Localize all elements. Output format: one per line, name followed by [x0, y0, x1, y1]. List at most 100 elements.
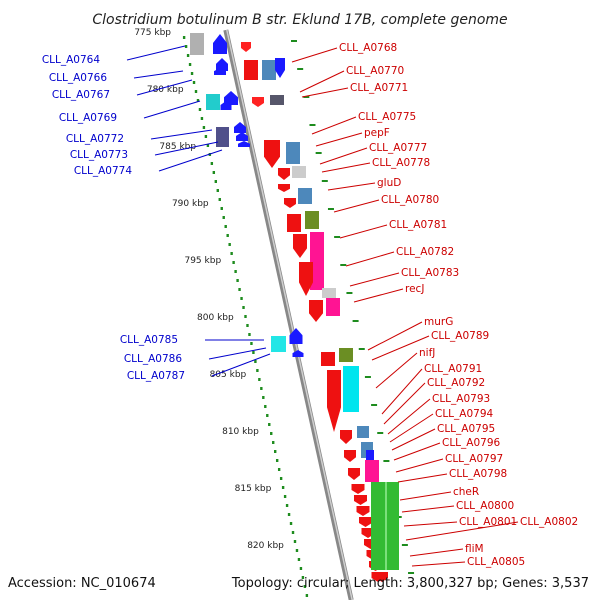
label-leader-line [311, 116, 357, 135]
label-leader-line [291, 47, 338, 63]
gene-label[interactable]: CLL_A0764 [42, 54, 101, 66]
label-leader-line [399, 491, 452, 501]
gene-label[interactable]: murG [424, 316, 453, 328]
scale-dot [190, 72, 194, 75]
scale-dot [196, 99, 200, 102]
scale-dot [242, 306, 245, 309]
gene-label[interactable]: CLL_A0777 [369, 142, 427, 154]
scale-dot [266, 414, 269, 417]
scale-dot [305, 594, 309, 597]
label-leader-line [397, 473, 448, 483]
gene-label[interactable]: CLL_A0766 [49, 72, 108, 84]
gene-arrow [344, 450, 356, 462]
gene-label[interactable]: CLL_A0775 [358, 111, 416, 123]
gene-label[interactable]: CLL_A0782 [396, 246, 454, 258]
gene-label[interactable]: CLL_A0785 [120, 334, 178, 346]
gene-label[interactable]: CLL_A0792 [427, 377, 485, 389]
scale-dot [303, 585, 307, 588]
gene-label[interactable]: CLL_A0774 [74, 165, 133, 177]
scale-dot [186, 54, 190, 57]
gene-label[interactable]: pepF [364, 127, 390, 139]
label-leader-line [327, 182, 376, 191]
forward-strand-features [241, 42, 399, 582]
gene-label[interactable]: CLL_A0802 [520, 516, 578, 528]
label-leader-line [143, 100, 201, 119]
scale-dot [254, 360, 257, 363]
gene-label[interactable]: CLL_A0768 [339, 42, 397, 54]
gene-label[interactable]: CLL_A0797 [445, 453, 503, 465]
gene-label[interactable]: CLL_A0769 [59, 112, 117, 124]
cog-box [322, 288, 336, 298]
gene-label[interactable]: CLL_A0796 [442, 437, 501, 449]
cog-box [310, 232, 324, 290]
scale-dot [238, 288, 241, 291]
gene-label[interactable]: fliM [465, 543, 484, 555]
gene-label[interactable]: CLL_A0780 [381, 194, 439, 206]
guide-dash [291, 40, 297, 42]
scale-dot [258, 378, 261, 381]
scale-tick-label: 810 kbp [222, 427, 259, 437]
cog-box [298, 188, 312, 204]
scale-track: 775 kbp 780 kbp 785 kbp 790 kbp 795 kbp 800 k… [134, 28, 415, 597]
cog-box [271, 336, 286, 352]
guide-dash [309, 124, 316, 126]
gene-label[interactable]: CLL_A0778 [372, 157, 430, 169]
gene-label[interactable]: CLL_A0770 [346, 65, 404, 77]
gene-label[interactable]: CLL_A0781 [389, 219, 447, 231]
gene-label[interactable]: CLL_A0773 [70, 149, 128, 161]
gene-label[interactable]: CLL_A0772 [66, 133, 124, 145]
backbone-track [223, 29, 354, 600]
guide-dash [371, 404, 378, 406]
gene-label[interactable]: CLL_A0771 [350, 82, 408, 94]
cog-box [270, 95, 284, 105]
gene-arrow [213, 34, 227, 54]
guide-dash [340, 264, 347, 266]
gene-label[interactable]: CLL_A0794 [435, 408, 494, 420]
scale-dot [291, 531, 295, 534]
gene-arrow [284, 198, 296, 208]
gene-label[interactable]: CLL_A0767 [52, 89, 110, 101]
gene-arrow [236, 132, 248, 141]
label-leader-line [405, 521, 519, 541]
scale-dot [226, 234, 229, 237]
gene-arrow [340, 430, 352, 444]
cog-box [292, 166, 306, 178]
gene-label[interactable]: CLL_A0786 [124, 353, 183, 365]
scale-dot [194, 90, 198, 93]
gene-label[interactable]: CLL_A0795 [437, 423, 495, 435]
cog-box [216, 127, 229, 147]
gene-label[interactable]: CLL_A0800 [456, 500, 514, 512]
gene-label[interactable]: CLL_A0783 [401, 267, 459, 279]
gene-label[interactable]: CLL_A0798 [449, 468, 507, 480]
scale-dot [244, 315, 247, 318]
label-leader-line [136, 79, 193, 96]
scale-dot [204, 135, 208, 138]
gene-label[interactable]: CLL_A0801 [459, 516, 517, 528]
gene-label[interactable]: cheR [453, 486, 479, 498]
scale-dot [240, 297, 243, 300]
gene-label[interactable]: CLL_A0805 [467, 556, 525, 568]
cog-box [287, 214, 301, 232]
gene-label[interactable]: CLL_A0787 [127, 370, 185, 382]
cog-box [262, 60, 276, 80]
scale-dot [216, 189, 219, 192]
gene-arrow [348, 468, 360, 480]
gene-label[interactable]: recJ [405, 283, 424, 295]
scale-dot [210, 162, 214, 165]
gene-arrow [234, 122, 246, 133]
gene-label[interactable]: CLL_A0791 [424, 363, 482, 375]
gene-label[interactable]: CLL_A0793 [432, 393, 490, 405]
label-leader-line [299, 70, 345, 93]
scale-dot [277, 468, 281, 471]
gene-label[interactable]: nifJ [419, 347, 435, 359]
label-leader-line [391, 428, 436, 451]
scale-tick-label: 775 kbp [134, 28, 171, 38]
gene-label[interactable]: gluD [377, 177, 401, 189]
cog-box [286, 142, 300, 164]
scale-dot [256, 369, 259, 372]
gene-label[interactable]: CLL_A0789 [431, 330, 489, 342]
cog-box [244, 60, 258, 80]
label-leader-line [133, 70, 184, 79]
guide-dash [334, 236, 341, 238]
